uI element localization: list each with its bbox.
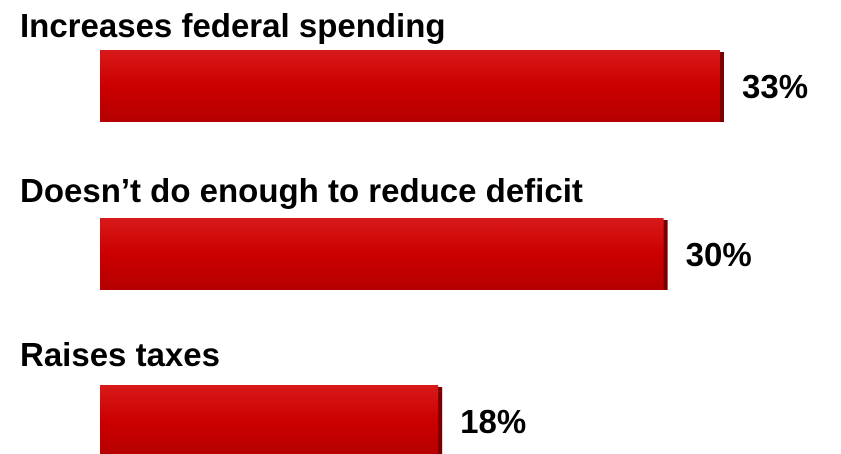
value-label: 18%: [460, 403, 526, 440]
value-label: 30%: [686, 236, 752, 273]
category-label: Raises taxes: [20, 336, 220, 373]
bar-edge: [719, 52, 724, 122]
bar: [100, 385, 439, 454]
category-label: Increases federal spending: [20, 7, 446, 44]
bar: [100, 50, 720, 122]
bar-edge: [662, 220, 668, 290]
category-label: Doesn’t do enough to reduce deficit: [20, 172, 583, 209]
bar-edge: [437, 387, 443, 454]
value-label: 33%: [742, 68, 808, 105]
bar: [100, 218, 664, 290]
